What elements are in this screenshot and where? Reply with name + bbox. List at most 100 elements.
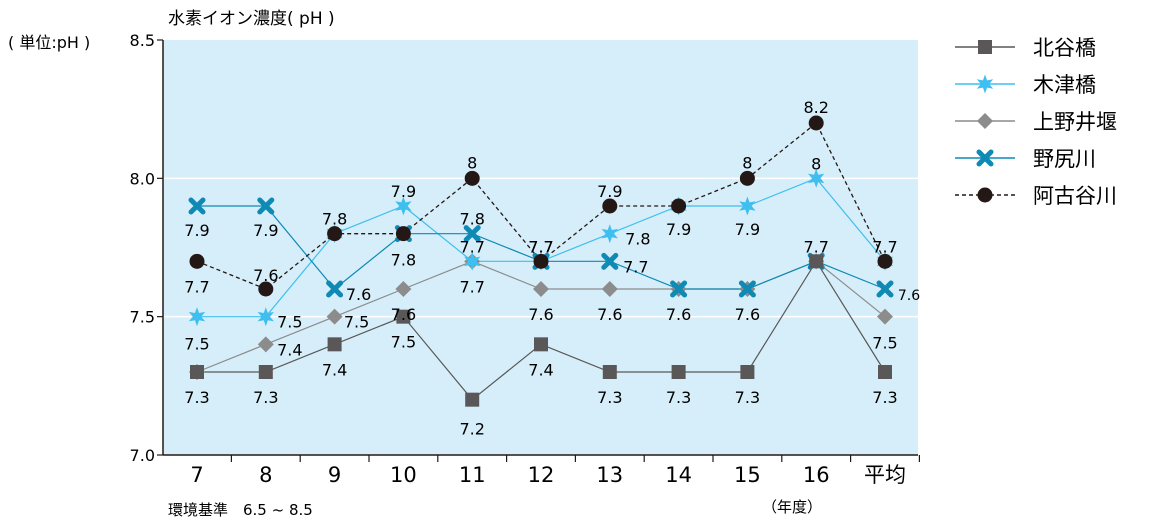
- legend-label: 木津橋: [1033, 73, 1096, 97]
- circle-marker: [877, 253, 893, 269]
- cross-marker: [976, 149, 994, 167]
- data-label: 7.7: [872, 237, 897, 256]
- y-tick-label: 8.0: [130, 169, 155, 188]
- x-axis-unit: （年度）: [762, 498, 822, 516]
- cross-stroke: [326, 280, 344, 298]
- legend-item: 北谷橋: [955, 36, 1096, 60]
- legend-label: 野尻川: [1033, 147, 1096, 171]
- square-marker: [327, 337, 342, 352]
- data-labels: 7.3 7.3 7.4 7.5 7.2 7.4 7.3 7.3 7.3 7.7 7.3 7.5 7.5 7…: [184, 98, 920, 439]
- data-label: 7.6: [391, 305, 416, 324]
- data-label: 7.9: [597, 182, 622, 201]
- x-tick-label: 12: [528, 463, 555, 487]
- square-marker: [671, 365, 686, 379]
- data-label: 7.7: [459, 237, 484, 256]
- square-marker: [809, 254, 824, 269]
- star-marker: [395, 196, 412, 216]
- star-marker: [808, 168, 825, 188]
- cross-marker: [188, 197, 206, 215]
- cross-marker: [326, 280, 344, 298]
- circle-marker: [977, 187, 993, 203]
- data-label: 7.7: [184, 277, 209, 296]
- cross-stroke: [738, 280, 756, 298]
- circle-marker: [258, 281, 274, 297]
- data-label: 7.9: [184, 221, 209, 240]
- y-tick-label: 7.0: [130, 446, 155, 465]
- data-label: 7.8: [322, 210, 347, 229]
- star-marker: [976, 74, 994, 94]
- cross-marker: [670, 280, 688, 298]
- circle-marker: [395, 226, 411, 242]
- cross-marker: [463, 225, 481, 243]
- data-label: 8: [811, 154, 821, 173]
- x-tick-label: 11: [459, 463, 486, 487]
- circle-marker: [189, 253, 205, 269]
- legend-item: 阿古谷川: [955, 184, 1117, 208]
- x-tick-label: 15: [734, 463, 761, 487]
- y-tick-label: 7.5: [130, 308, 155, 327]
- x-tick-label: 7: [190, 463, 203, 487]
- cross-stroke: [876, 280, 894, 298]
- environmental-standard-note: 環境基準 6.5 ~ 8.5: [168, 501, 313, 519]
- gridlines: [163, 177, 918, 318]
- data-label: 7.9: [391, 182, 416, 201]
- data-label: 7.6: [735, 305, 760, 324]
- cross-stroke: [601, 252, 619, 270]
- circle-marker: [671, 198, 687, 214]
- data-label: 7.5: [344, 313, 369, 332]
- circle-marker: [808, 115, 824, 131]
- diamond-marker: [601, 281, 618, 297]
- data-label: 7.9: [666, 220, 691, 239]
- diamond-marker: [326, 308, 343, 325]
- data-label: 7.7: [528, 237, 553, 256]
- data-label: 7.3: [253, 388, 278, 407]
- cross-stroke: [670, 280, 688, 298]
- data-label: 7.8: [391, 251, 416, 270]
- data-label: 7.5: [391, 333, 416, 352]
- x-tick-label: 9: [328, 463, 341, 487]
- data-label: 7.3: [666, 388, 691, 407]
- data-label: 7.7: [459, 277, 484, 296]
- legend-item: 上野井堰: [955, 110, 1117, 134]
- diamond-marker: [977, 113, 993, 129]
- data-label: 7.2: [459, 420, 484, 439]
- square-marker: [190, 365, 204, 379]
- circle-marker: [464, 170, 480, 186]
- data-label: 7.3: [184, 388, 209, 407]
- data-label: 7.6: [898, 288, 920, 304]
- data-label: 7.7: [528, 237, 553, 256]
- data-label: 7.4: [322, 360, 347, 379]
- legend-label: 上野井堰: [1033, 110, 1117, 134]
- cross-stroke: [463, 225, 481, 243]
- data-label: 7.6: [253, 266, 278, 285]
- cross-marker: [601, 252, 619, 270]
- cross-stroke: [257, 197, 275, 215]
- data-label: 7.8: [459, 210, 484, 229]
- y-axis-unit: ( 単位:pH ): [8, 33, 90, 52]
- x-tick-label: 16: [803, 463, 830, 487]
- cross-marker: [876, 280, 894, 298]
- data-label: 8: [467, 153, 477, 172]
- x-tick-label: 10: [390, 463, 417, 487]
- y-tick-labels: 7.0 7.5 8.0 8.5: [130, 31, 155, 465]
- x-tick-labels: 7 8 9 10 11 12 13 14 15 16 平均: [190, 463, 906, 487]
- data-label: 7.6: [528, 305, 553, 324]
- plot-area: [163, 40, 918, 455]
- diamond-marker: [533, 281, 549, 297]
- square-marker: [465, 392, 480, 407]
- data-label: 7.7: [803, 237, 828, 256]
- data-label: 7.4: [528, 360, 553, 379]
- cross-stroke: [976, 149, 994, 167]
- x-tick-label: 13: [596, 463, 623, 487]
- cross-marker: [738, 280, 756, 298]
- circle-marker: [533, 253, 549, 269]
- star-marker: [188, 307, 206, 327]
- series-markers: [188, 115, 894, 407]
- diamond-marker: [877, 308, 893, 325]
- x-tick-label: 平均: [864, 463, 906, 487]
- data-label: 7.6: [346, 285, 371, 304]
- legend-label: 北谷橋: [1033, 36, 1096, 60]
- data-label: 7.9: [735, 220, 760, 239]
